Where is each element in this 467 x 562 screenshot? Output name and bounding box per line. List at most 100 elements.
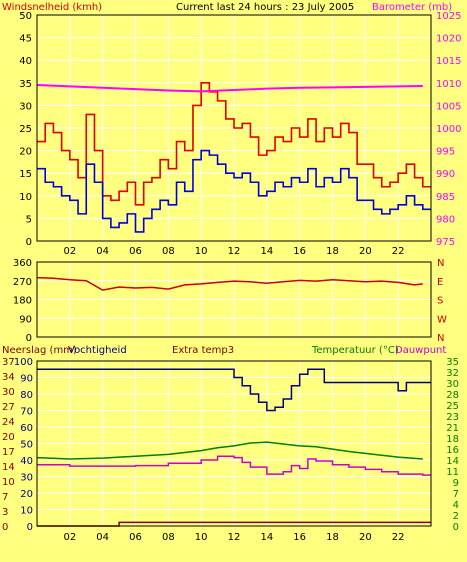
y-tick-rain: 17 bbox=[2, 447, 15, 458]
y-tick-temp: 32 bbox=[446, 368, 459, 379]
rain-axis-label: Neerslag (mm) bbox=[2, 345, 77, 356]
y-tick-humidity: 70 bbox=[20, 407, 33, 418]
x-tick-3: 14 bbox=[260, 532, 273, 543]
series-dir bbox=[36, 276, 423, 291]
humidity-axis-label: Vochtigheid bbox=[68, 345, 127, 356]
y-tick-temp: 16 bbox=[446, 445, 459, 456]
y-tick-right-2: W bbox=[437, 314, 447, 325]
y-tick-temp: 30 bbox=[446, 379, 459, 390]
plot-frame-1 bbox=[36, 14, 432, 242]
extra-temp3-label: Extra temp3 bbox=[172, 345, 234, 356]
plot-frame-2 bbox=[36, 261, 432, 338]
temperature-axis-label: Temperatuur (°C) bbox=[311, 345, 399, 356]
x-tick-1: 16 bbox=[293, 246, 306, 257]
y-tick-right-1: 1010 bbox=[436, 79, 461, 90]
y-tick-left-1: 35 bbox=[19, 79, 32, 90]
y-tick-temp: 21 bbox=[446, 423, 459, 434]
y-tick-temp: 7 bbox=[453, 489, 459, 500]
y-tick-right-1: 1025 bbox=[436, 11, 461, 22]
dewpoint-axis-label: Dauwpunt bbox=[395, 345, 446, 356]
y-tick-humidity: 80 bbox=[20, 390, 33, 401]
series-humidity bbox=[37, 368, 431, 412]
y-tick-left-1: 40 bbox=[19, 56, 32, 67]
series-wind bbox=[37, 82, 431, 206]
y-tick-right-2: N bbox=[437, 258, 444, 269]
x-tick-1: 04 bbox=[96, 246, 109, 257]
y-tick-left-1: 25 bbox=[19, 124, 32, 135]
y-tick-rain: 24 bbox=[2, 417, 15, 428]
chart-title: Current last 24 hours : 23 July 2005 bbox=[176, 2, 354, 13]
y-tick-temp: 25 bbox=[446, 401, 459, 412]
y-tick-left-2: 0 bbox=[26, 333, 32, 344]
y-tick-rain: 20 bbox=[2, 432, 15, 443]
y-tick-left-2: 90 bbox=[19, 314, 32, 325]
y-tick-left-1: 5 bbox=[26, 214, 32, 225]
x-tick-3: 08 bbox=[162, 532, 175, 543]
y-tick-right-1: 995 bbox=[436, 147, 455, 158]
y-tick-rain: 10 bbox=[2, 477, 15, 488]
series-temp bbox=[36, 441, 423, 460]
y-tick-left-1: 50 bbox=[19, 11, 32, 22]
y-tick-temp: 0 bbox=[453, 522, 459, 533]
y-tick-rain: 3 bbox=[2, 507, 8, 518]
y-tick-rain: 37 bbox=[2, 357, 15, 368]
y-tick-left-2: 360 bbox=[13, 258, 32, 269]
y-tick-rain: 27 bbox=[2, 402, 15, 413]
x-tick-3: 02 bbox=[63, 532, 76, 543]
y-tick-humidity: 60 bbox=[20, 423, 33, 434]
plot-frame-3 bbox=[36, 360, 432, 527]
y-tick-right-2: N bbox=[437, 333, 444, 344]
y-tick-right-2: S bbox=[437, 296, 443, 307]
x-tick-1: 10 bbox=[195, 246, 208, 257]
y-tick-temp: 35 bbox=[446, 357, 459, 368]
y-tick-rain: 30 bbox=[2, 387, 15, 398]
y-tick-temp: 2 bbox=[453, 511, 459, 522]
x-tick-1: 14 bbox=[260, 246, 273, 257]
x-tick-3: 20 bbox=[359, 532, 372, 543]
y-tick-left-1: 10 bbox=[19, 192, 32, 203]
y-tick-temp: 11 bbox=[446, 467, 459, 478]
y-tick-temp: 28 bbox=[446, 390, 459, 401]
y-tick-humidity: 40 bbox=[20, 456, 33, 467]
y-tick-right-1: 1015 bbox=[436, 56, 461, 67]
y-tick-left-2: 180 bbox=[13, 296, 32, 307]
y-tick-temp: 14 bbox=[446, 456, 459, 467]
y-tick-left-1: 45 bbox=[19, 34, 32, 45]
y-tick-rain: 7 bbox=[2, 492, 8, 503]
x-tick-1: 08 bbox=[162, 246, 175, 257]
y-tick-humidity: 10 bbox=[20, 506, 33, 517]
x-tick-3: 04 bbox=[96, 532, 109, 543]
y-tick-humidity: 50 bbox=[20, 440, 33, 451]
y-tick-left-1: 15 bbox=[19, 169, 32, 180]
x-tick-1: 18 bbox=[326, 246, 339, 257]
y-tick-rain: 0 bbox=[2, 522, 8, 533]
series-gust bbox=[37, 149, 431, 233]
x-tick-1: 06 bbox=[129, 246, 142, 257]
x-tick-3: 18 bbox=[326, 532, 339, 543]
y-tick-humidity: 30 bbox=[20, 473, 33, 484]
series-baro bbox=[36, 84, 423, 93]
y-tick-left-1: 0 bbox=[26, 237, 32, 248]
series-dewpoint bbox=[37, 455, 431, 476]
y-tick-right-1: 975 bbox=[436, 237, 455, 248]
x-tick-3: 22 bbox=[392, 532, 405, 543]
y-tick-left-1: 20 bbox=[19, 147, 32, 158]
y-tick-right-2: E bbox=[437, 277, 443, 288]
x-tick-3: 06 bbox=[129, 532, 142, 543]
y-tick-right-1: 1020 bbox=[436, 34, 461, 45]
y-tick-humidity: 100 bbox=[14, 357, 33, 368]
y-tick-temp: 18 bbox=[446, 434, 459, 445]
x-tick-1: 22 bbox=[392, 246, 405, 257]
y-tick-right-1: 1005 bbox=[436, 101, 461, 112]
y-tick-humidity: 0 bbox=[27, 522, 33, 533]
y-tick-right-1: 1000 bbox=[436, 124, 461, 135]
x-tick-1: 12 bbox=[228, 246, 241, 257]
x-tick-1: 02 bbox=[63, 246, 76, 257]
y-tick-rain: 14 bbox=[2, 462, 15, 473]
y-tick-left-1: 30 bbox=[19, 101, 32, 112]
wind-axis-label: Windsnelheid (kmh) bbox=[2, 2, 102, 13]
y-tick-right-1: 980 bbox=[436, 214, 455, 225]
y-tick-left-2: 270 bbox=[13, 277, 32, 288]
y-tick-humidity: 90 bbox=[20, 374, 33, 385]
